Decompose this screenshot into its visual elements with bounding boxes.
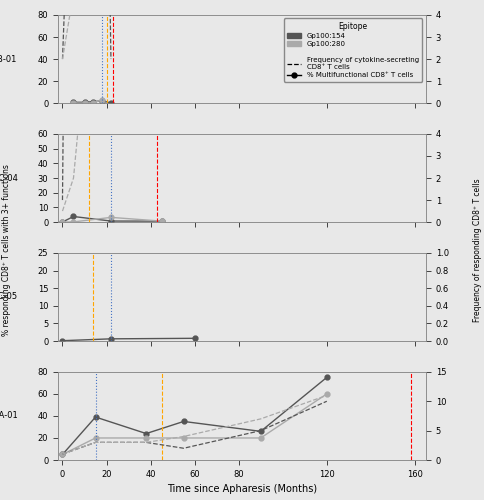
Text: IV-C-05: IV-C-05 — [0, 292, 17, 302]
Legend: Gp100:154, Gp100:280, , Frequency of cytokine-secreting
CD8⁺ T cells, % Multifun: Gp100:154, Gp100:280, , Frequency of cyt… — [284, 18, 423, 82]
Text: Frequency of responding CD8⁺ T cells: Frequency of responding CD8⁺ T cells — [472, 178, 482, 322]
X-axis label: Time since Apharesis (Months): Time since Apharesis (Months) — [167, 484, 317, 494]
Text: % responding CD8⁺ T cells with 3+ functions: % responding CD8⁺ T cells with 3+ functi… — [2, 164, 12, 336]
Text: IV-A-01: IV-A-01 — [0, 412, 17, 420]
Text: VI-B-01: VI-B-01 — [0, 54, 17, 64]
Text: I-C-04: I-C-04 — [0, 174, 17, 182]
